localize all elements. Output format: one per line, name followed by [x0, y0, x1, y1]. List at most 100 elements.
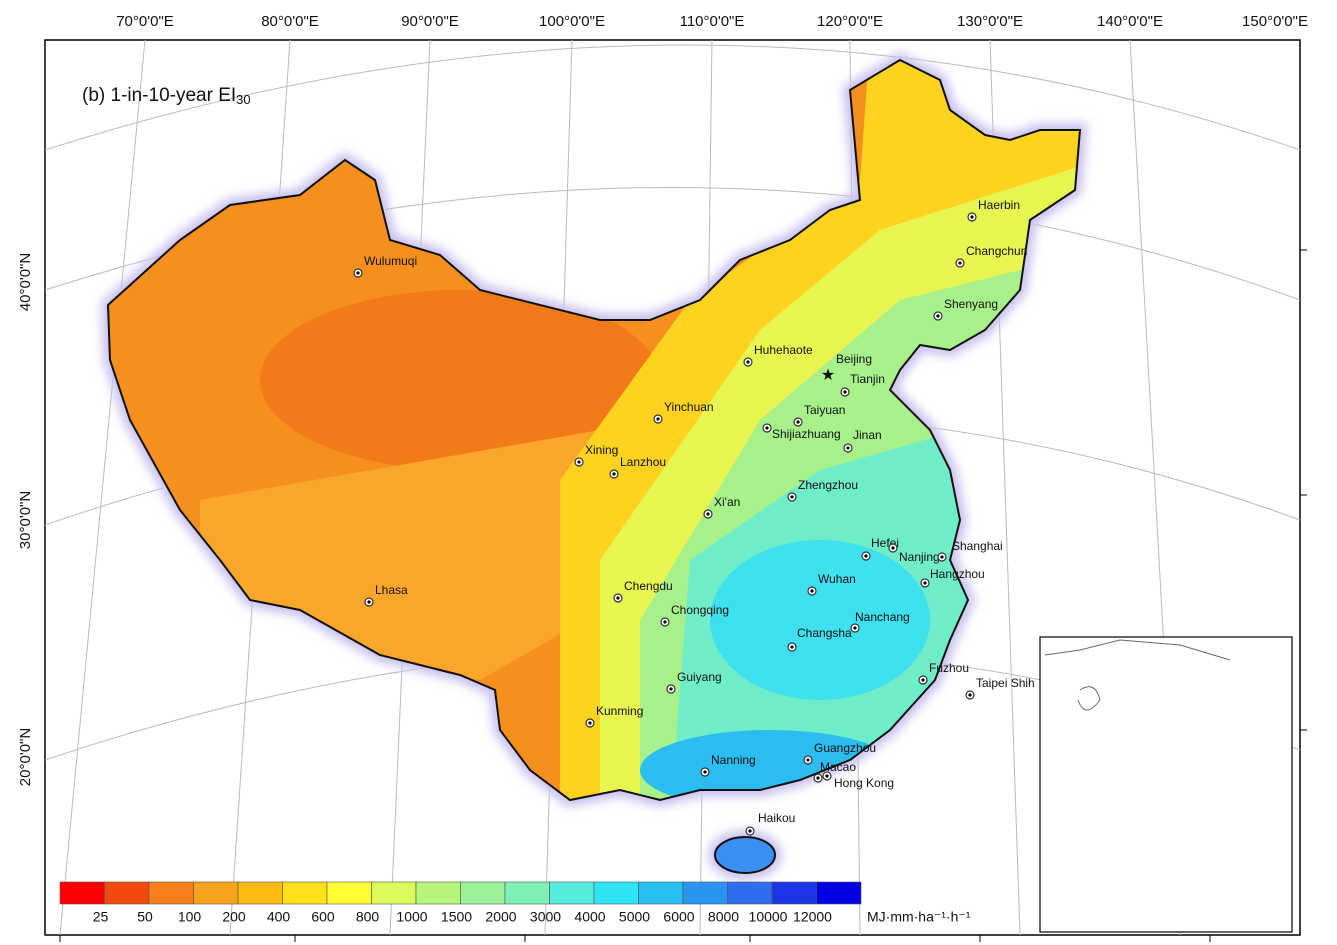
city-label: Chengdu: [624, 579, 673, 593]
legend-label: 4000: [574, 909, 605, 925]
legend-unit: MJ·mm·ha⁻¹·h⁻¹: [867, 909, 971, 925]
city-label: Changsha: [797, 626, 852, 640]
city-dot-center: [669, 687, 673, 691]
city-label: Fuzhou: [929, 661, 969, 675]
city-label: Guiyang: [677, 670, 722, 684]
city-label: Jinan: [853, 428, 882, 442]
legend-label: 3000: [530, 909, 561, 925]
city-dot-center: [806, 758, 810, 762]
city-dot-center: [853, 626, 857, 630]
city-label: Wulumuqi: [364, 254, 417, 268]
city-dot-center: [891, 546, 895, 550]
city-label: Xining: [585, 443, 618, 457]
legend-swatch: [326, 881, 372, 905]
legend-swatch: [816, 881, 862, 905]
legend-swatch: [148, 881, 194, 905]
city-label: Kunming: [596, 704, 643, 718]
city-label: Haikou: [758, 811, 795, 825]
city-dot-center: [367, 600, 371, 604]
city-dot-center: [864, 554, 868, 558]
inset-coast: [1044, 639, 1231, 711]
city-dot-center: [816, 776, 820, 780]
legend-label: 600: [311, 909, 335, 925]
city-dot-center: [940, 555, 944, 559]
legend-swatch: [237, 881, 283, 905]
city-dot-center: [970, 215, 974, 219]
legend-swatch: [104, 881, 150, 905]
legend-label: 6000: [663, 909, 694, 925]
longitude-label: 150°0'0"E: [1242, 13, 1308, 30]
city-label: Lanzhou: [620, 455, 666, 469]
city-label: Haerbin: [978, 198, 1020, 212]
longitude-label: 70°0'0"E: [116, 13, 174, 30]
legend-swatch: [193, 881, 239, 905]
latitude-label: 30°0'0"N: [17, 491, 34, 549]
longitude-label: 90°0'0"E: [401, 13, 459, 30]
legend-label: 10000: [749, 909, 788, 925]
city-label: Guangzhou: [814, 741, 876, 755]
legend-swatch: [549, 881, 595, 905]
legend-swatch: [59, 881, 105, 905]
latitude-label: 20°0'0"N: [17, 728, 34, 786]
south-china-sea-inset: [1039, 636, 1293, 933]
city-dot-center: [843, 390, 847, 394]
city-label: Shijiazhuang: [772, 427, 841, 441]
legend-label: 1500: [441, 909, 472, 925]
city-dot-center: [790, 645, 794, 649]
city-dot-center: [968, 693, 972, 697]
legend: 25 50 100 200 400 600 800 1000 1500 2000 3000 4000 5…: [59, 881, 971, 925]
longitude-label: 100°0'0"E: [539, 13, 605, 30]
legend-label: 200: [222, 909, 246, 925]
legend-label: 8000: [708, 909, 739, 925]
city-dot-center: [936, 314, 940, 318]
longitude-label: 120°0'0"E: [817, 13, 883, 30]
city-dot-center: [656, 417, 660, 421]
city-dot-center: [706, 512, 710, 516]
legend-label: 12000: [793, 909, 832, 925]
city-dot-center: [958, 261, 962, 265]
legend-swatch: [460, 881, 506, 905]
latitude-label: 40°0'0"N: [17, 253, 34, 311]
city-dot-center: [825, 774, 829, 778]
city-label: Huhehaote: [754, 343, 813, 357]
city-label: Xi'an: [714, 495, 740, 509]
city-dot-center: [612, 472, 616, 476]
legend-label: 800: [356, 909, 380, 925]
city-label: Shanghai: [952, 539, 1003, 553]
city-dot-center: [577, 460, 581, 464]
capital-star: ★: [821, 367, 835, 384]
city-label: Wuhan: [818, 572, 856, 586]
city-label: Hong Kong: [834, 776, 894, 790]
legend-swatch: [593, 881, 639, 905]
legend-label: 1000: [396, 909, 427, 925]
city-label: Lhasa: [375, 583, 408, 597]
city-dot-center: [796, 420, 800, 424]
city-label: Shenyang: [944, 297, 998, 311]
city-label: Yinchuan: [664, 400, 714, 414]
longitude-label: 80°0'0"E: [261, 13, 319, 30]
city-label: Nanjing: [899, 550, 940, 564]
legend-label: 100: [178, 909, 202, 925]
legend-swatch: [727, 881, 773, 905]
map-frame: [44, 39, 1301, 936]
longitude-label: 130°0'0"E: [957, 13, 1023, 30]
map-title: (b) 1-in-10-year EI30: [82, 85, 251, 107]
city-dot-center: [810, 589, 814, 593]
city-label: Zhengzhou: [798, 478, 858, 492]
city-label: Changchun: [966, 244, 1027, 258]
city-dot-center: [356, 271, 360, 275]
city-dot-center: [921, 678, 925, 682]
legend-label: 25: [93, 909, 109, 925]
city-dot-center: [746, 360, 750, 364]
city-label: Tianjin: [850, 372, 885, 386]
legend-swatch: [638, 881, 684, 905]
city-dot-center: [703, 770, 707, 774]
legend-label: 400: [267, 909, 291, 925]
legend-label: 50: [137, 909, 153, 925]
city-dot-center: [765, 426, 769, 430]
legend-swatch: [282, 881, 328, 905]
legend-swatch: [771, 881, 817, 905]
city-label: Nanchang: [855, 610, 910, 624]
city-dot-center: [748, 829, 752, 833]
